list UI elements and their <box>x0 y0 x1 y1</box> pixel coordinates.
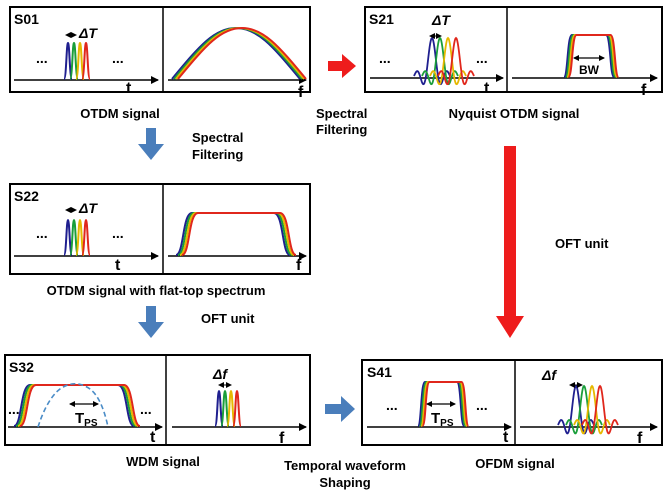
s22-spectrum-curve <box>181 212 297 256</box>
s01-spectrum <box>171 26 307 80</box>
s21-bw-label: BW <box>579 63 600 77</box>
s21-dots-right: ... <box>476 50 488 66</box>
s01-t-label: t <box>126 80 132 97</box>
s01-pulse <box>63 41 73 80</box>
s32-dots-left: ... <box>8 401 20 417</box>
s41-channel <box>565 384 603 435</box>
arrow-down-blue-2 <box>138 306 164 338</box>
s32-f-label: f <box>279 430 285 447</box>
s01-delta-label: ΔT <box>78 25 98 41</box>
s32-t-label: t <box>150 429 156 446</box>
panel-s01-frame <box>9 6 311 93</box>
panel-s41-id: S41 <box>367 364 392 380</box>
caption-s21: Nyquist OTDM signal <box>449 106 580 121</box>
panel-s22-id: S22 <box>14 188 39 204</box>
panel-s01: S01 t ... ... ΔT f <box>9 6 311 101</box>
arrow-down-blue-1 <box>138 128 164 160</box>
panel-s41-frame <box>361 359 663 446</box>
s01-pulses <box>63 41 91 80</box>
s32-channels <box>214 389 242 427</box>
s01-dots-left: ... <box>36 50 48 66</box>
s41-f-label: f <box>637 430 643 447</box>
s01-spectrum-curve <box>177 26 307 80</box>
s32-delta-label: Δf <box>212 366 228 382</box>
caption-s32: WDM signal <box>126 454 200 469</box>
panel-s22-frame <box>9 183 311 275</box>
s41-dots-right: ... <box>476 397 488 413</box>
panel-s41: S41 t ... ... TPS f Δf <box>361 359 663 447</box>
s32-dots-right: ... <box>140 401 152 417</box>
arrow-right-red <box>328 54 356 78</box>
s21-spectrum-curve <box>567 34 620 78</box>
panel-s22: S22 t ... ... ΔT f <box>9 183 311 275</box>
s41-tps-label: TPS <box>431 410 454 429</box>
arrow-down-red-large <box>496 146 524 338</box>
s21-pulse <box>429 36 467 86</box>
s01-pulse <box>69 41 79 80</box>
s32-dashed-window <box>37 382 109 428</box>
s21-spectrum <box>563 34 620 78</box>
s21-dots-left: ... <box>379 50 391 66</box>
label-spectral-filtering-right-1: Spectral <box>316 106 367 121</box>
s41-t-label: t <box>503 429 509 446</box>
s41-dots-left: ... <box>386 397 398 413</box>
arrow-right-blue <box>325 396 355 422</box>
s01-dots-right: ... <box>112 50 124 66</box>
label-spectral-filtering-down-2: Filtering <box>192 147 243 162</box>
s22-pulse <box>75 218 85 256</box>
label-temporal-shaping-2: Shaping <box>319 475 370 490</box>
s32-channel <box>226 389 236 427</box>
s21-delta-label: ΔT <box>431 12 451 28</box>
label-oft-unit-right: OFT unit <box>555 236 609 251</box>
panel-s21: S21 t ... ... ΔT f BW <box>364 6 663 99</box>
s01-f-label: f <box>298 84 304 101</box>
s22-spectrum <box>175 212 297 256</box>
label-temporal-shaping-1: Temporal waveform <box>284 458 406 473</box>
s01-pulse <box>75 41 85 80</box>
s21-t-label: t <box>484 80 490 97</box>
label-oft-unit-left: OFT unit <box>201 311 255 326</box>
s22-dots-left: ... <box>36 225 48 241</box>
s22-t-label: t <box>115 257 121 274</box>
s22-f-label: f <box>296 257 302 274</box>
s32-channel <box>214 389 224 427</box>
s32-channel <box>232 389 242 427</box>
label-spectral-filtering-right-2: Filtering <box>316 122 367 137</box>
caption-s41: OFDM signal <box>475 456 554 471</box>
panel-s32: S32 t ... ... TPS f Δf <box>4 354 311 447</box>
caption-s22: OTDM signal with flat-top spectrum <box>47 283 266 298</box>
s22-pulse <box>63 218 73 256</box>
caption-s01: OTDM signal <box>80 106 159 121</box>
s22-delta-label: ΔT <box>78 200 98 216</box>
s21-pulse <box>437 36 475 86</box>
panel-s21-id: S21 <box>369 11 394 27</box>
s41-channel <box>573 384 611 435</box>
panel-s21-frame <box>364 6 663 93</box>
s22-dots-right: ... <box>112 225 124 241</box>
s32-tps-label: TPS <box>75 410 98 429</box>
s41-waveform <box>417 381 470 427</box>
s22-pulses <box>63 218 91 256</box>
panel-s01-id: S01 <box>14 11 39 27</box>
s41-delta-label: Δf <box>541 367 557 383</box>
panel-s32-id: S32 <box>9 359 34 375</box>
s22-pulse <box>81 218 91 256</box>
s21-f-label: f <box>641 82 647 99</box>
label-spectral-filtering-down-1: Spectral <box>192 130 243 145</box>
s01-pulse <box>81 41 91 80</box>
s41-waveform-curve <box>421 381 470 427</box>
panel-s32-frame <box>4 354 311 446</box>
s32-channel <box>220 389 230 427</box>
s41-channel <box>581 384 619 435</box>
s22-pulse <box>69 218 79 256</box>
